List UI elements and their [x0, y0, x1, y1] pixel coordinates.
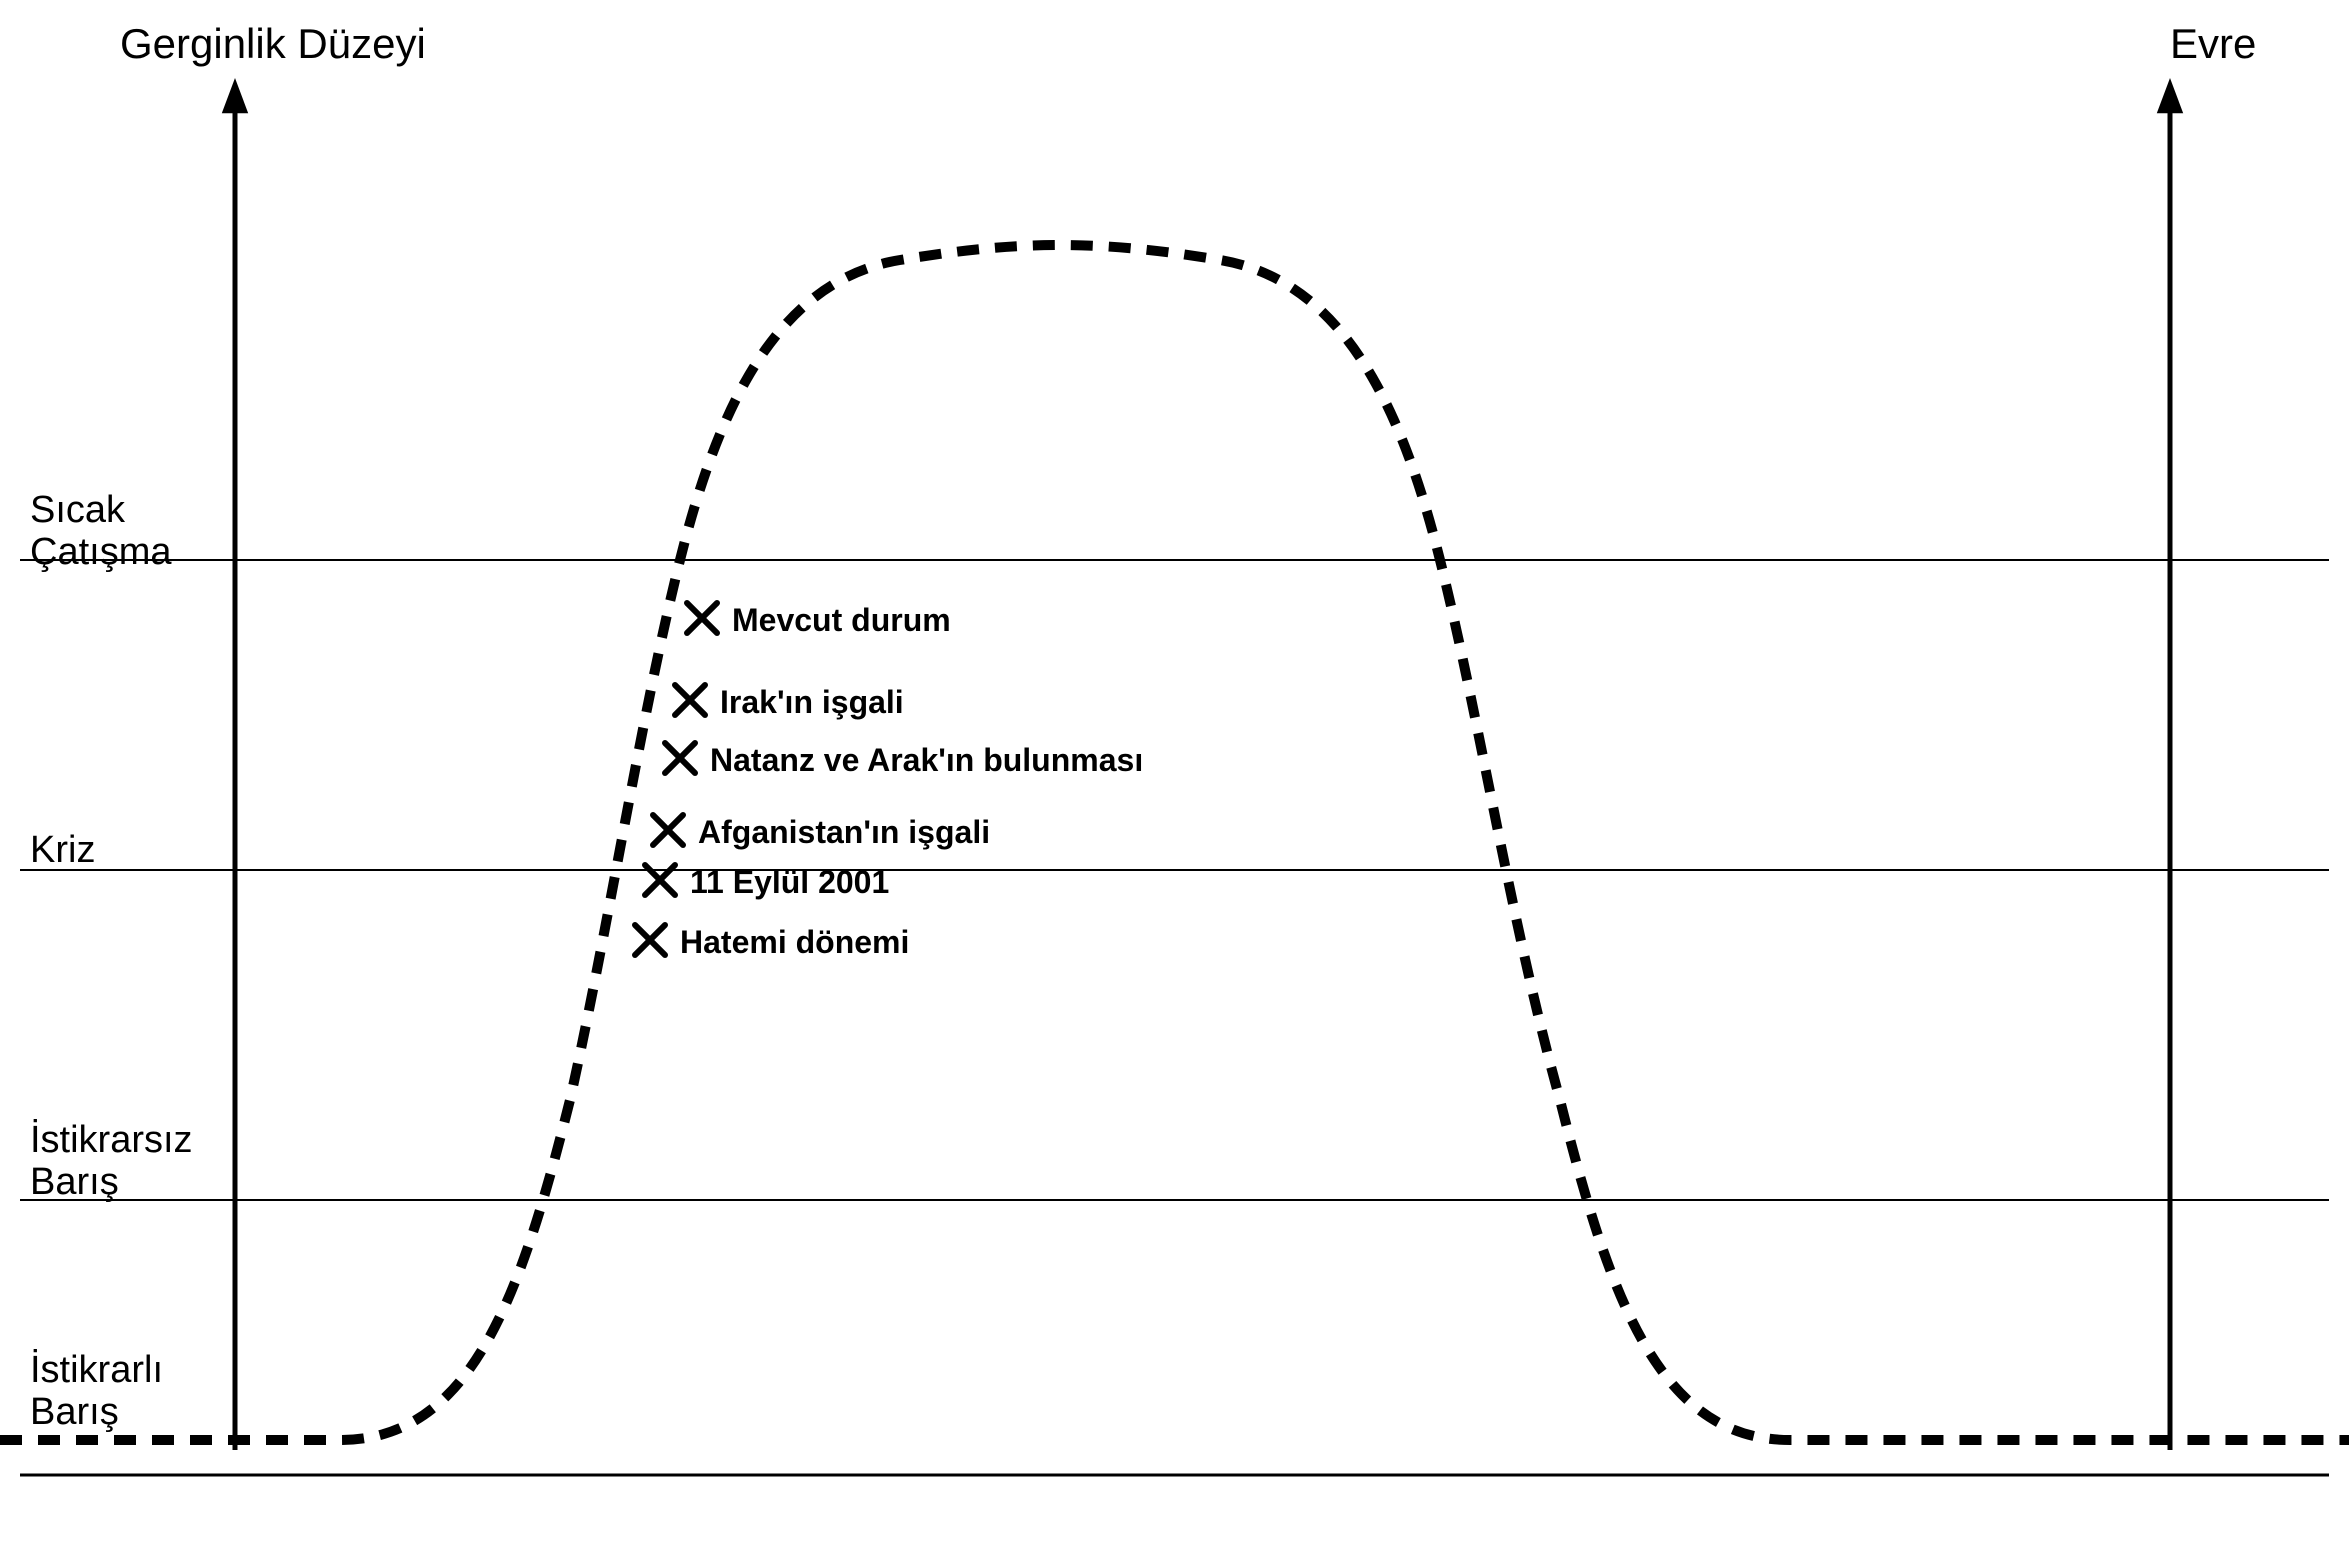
- event-markers: [635, 603, 717, 955]
- left-axis: [222, 78, 248, 1450]
- svg-layer: [0, 0, 2349, 1561]
- y-level-label: İstikrarsız Barış: [30, 1120, 193, 1204]
- event-label: Hatemi dönemi: [680, 924, 909, 961]
- event-label: Irak'ın işgali: [720, 684, 904, 721]
- left-axis-title: Gerginlik Düzeyi: [120, 20, 426, 68]
- tension-curve: [0, 245, 2349, 1440]
- right-axis-title: Evre: [2170, 20, 2256, 68]
- event-label: Natanz ve Arak'ın bulunması: [710, 742, 1143, 779]
- level-lines: [20, 560, 2329, 1200]
- right-axis: [2157, 78, 2183, 1450]
- event-label: Mevcut durum: [732, 602, 951, 639]
- y-level-label: Sıcak Çatışma: [30, 490, 171, 574]
- event-label: Afganistan'ın işgali: [698, 814, 990, 851]
- y-level-label: İstikrarlı Barış: [30, 1350, 163, 1434]
- event-label: 11 Eylül 2001: [690, 864, 889, 901]
- diagram-canvas: Gerginlik Düzeyi Evre Sıcak Çatışma Kriz İ…: [0, 0, 2349, 1561]
- y-level-label: Kriz: [30, 830, 95, 872]
